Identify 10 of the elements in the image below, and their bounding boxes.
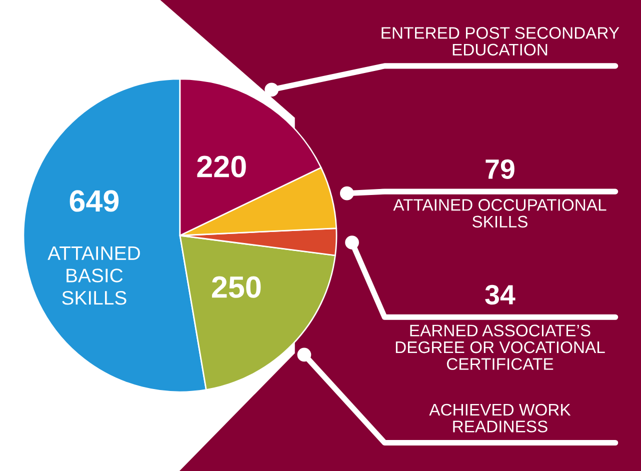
slice-label: EARNED ASSOCIATE’S DEGREE OR VOCATIONAL CERTIFICATE: [396, 324, 605, 370]
data-label: 34: [485, 284, 516, 305]
slice-label: ATTAINED BASIC SKILLS: [48, 246, 140, 305]
data-label: 79: [486, 159, 514, 179]
data-label: 649: [70, 190, 119, 212]
data-label: 250: [212, 276, 261, 298]
slice-label: ATTAINED OCCUPATIONAL SKILLS: [393, 199, 606, 228]
slice-label: ACHIEVED WORK READINESS: [429, 404, 571, 432]
slice-label: ENTERED POST SECONDARY EDUCATION: [382, 27, 620, 56]
data-label: 220: [197, 156, 246, 178]
